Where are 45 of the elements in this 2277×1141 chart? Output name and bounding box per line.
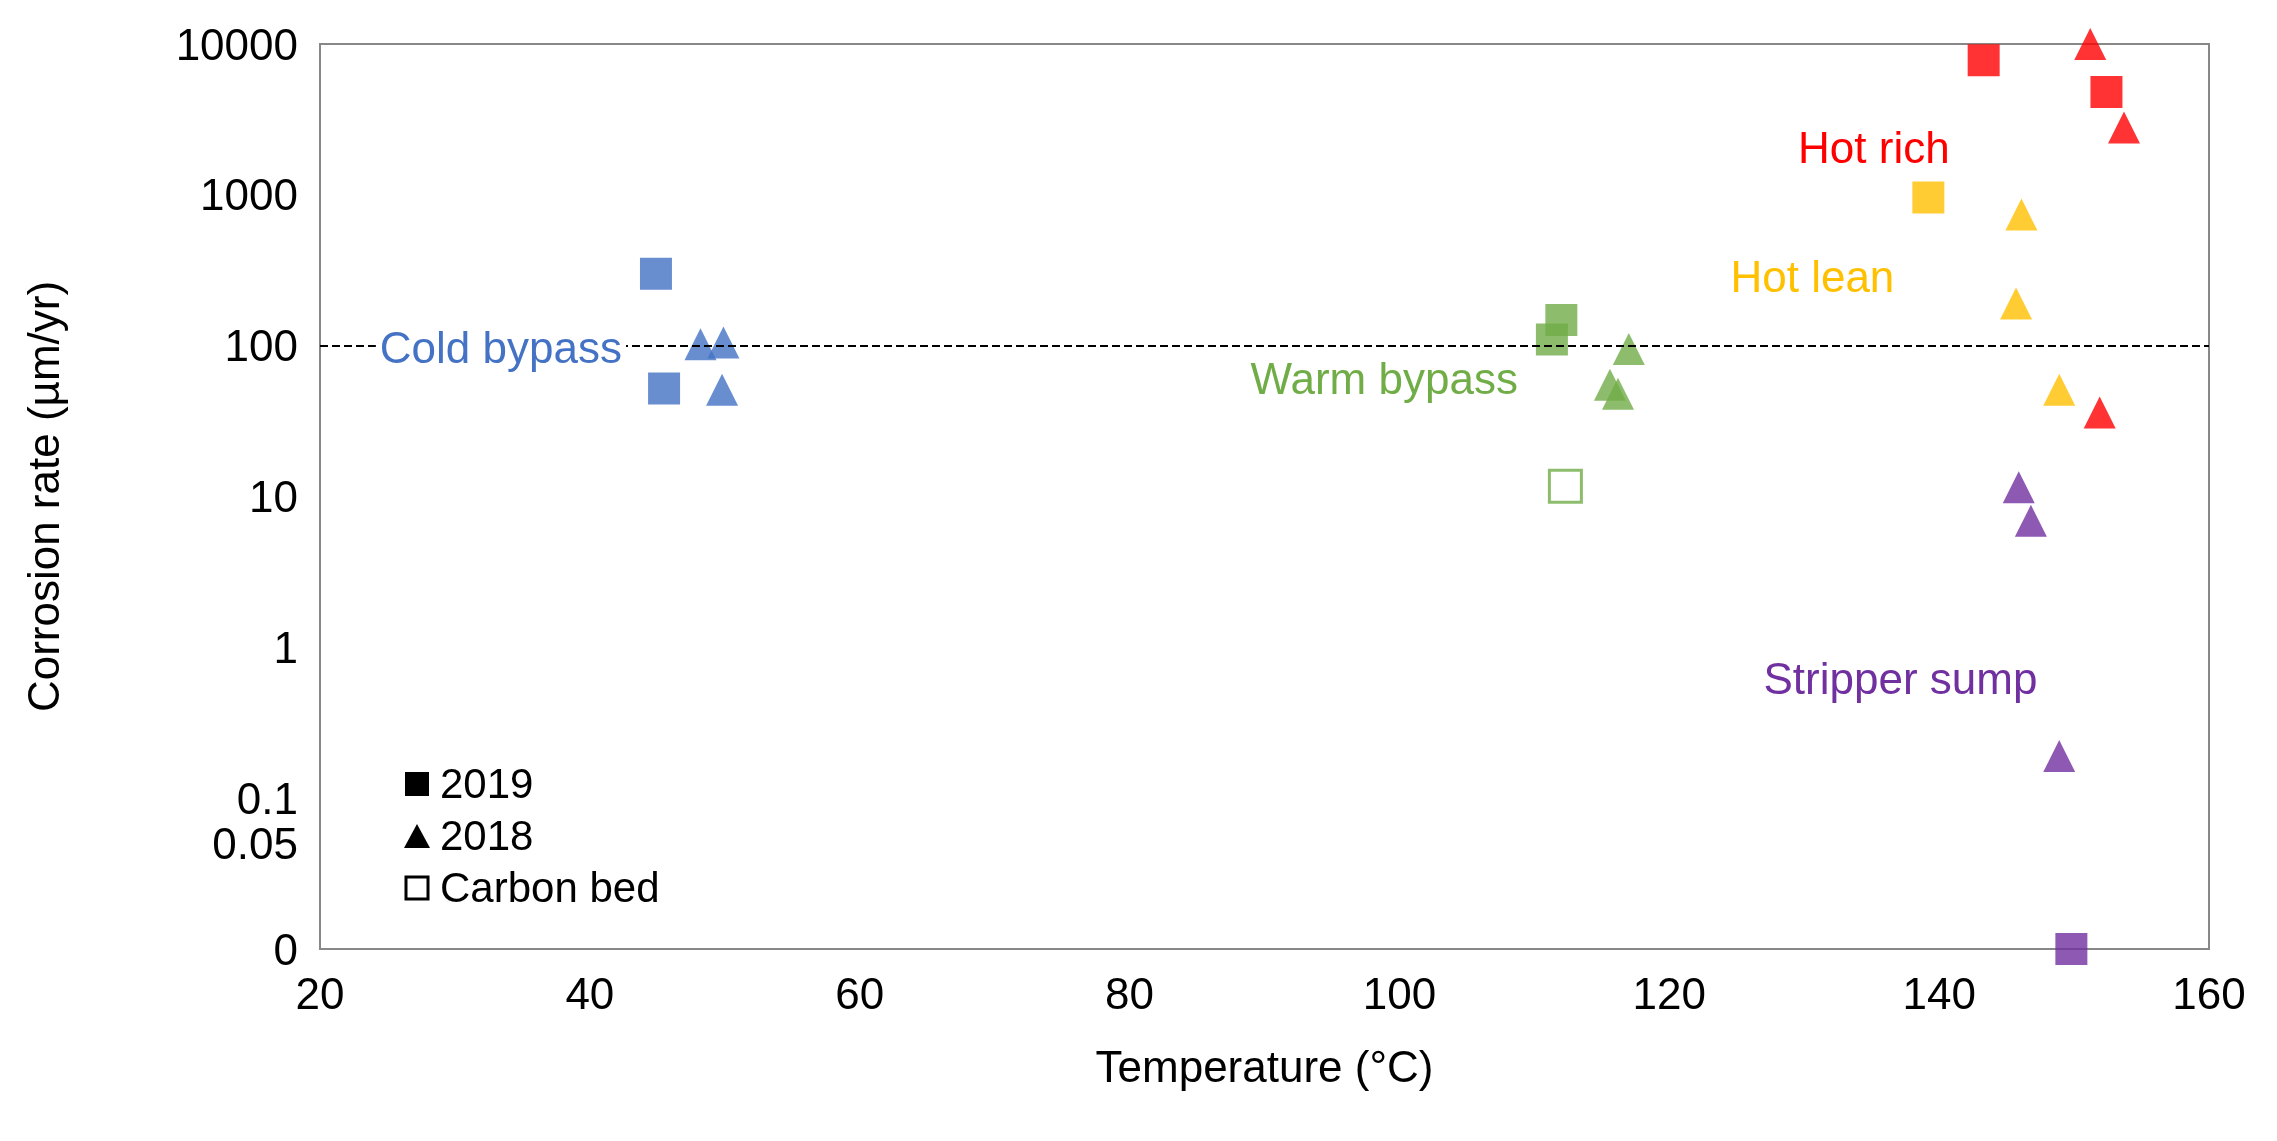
x-tick-label: 140 [1902, 968, 1976, 1018]
x-tick-label: 40 [565, 968, 615, 1018]
y-tick-label: 100 [224, 321, 298, 371]
series-label: Cold bypass [379, 323, 622, 373]
x-tick-label: 80 [1105, 968, 1155, 1018]
point [639, 257, 672, 290]
point [706, 373, 739, 406]
point [2000, 287, 2033, 320]
point [2083, 396, 2116, 429]
point [2055, 933, 2088, 965]
y-tick-label: 0 [273, 924, 298, 974]
point [2005, 198, 2038, 231]
x-tick-label: 60 [835, 968, 885, 1018]
point [2043, 373, 2076, 406]
y-tick-label: 10 [249, 472, 298, 521]
x-tick-label: 120 [1632, 968, 1706, 1018]
y-tick-label: 1000 [200, 170, 298, 220]
point [1602, 377, 1635, 410]
annotation: Carbon bed [440, 864, 660, 912]
point [1967, 44, 2000, 77]
point [2108, 111, 2140, 144]
point [707, 326, 740, 359]
point [1535, 323, 1568, 356]
x-tick-label: 100 [1362, 968, 1437, 1018]
point [2074, 28, 2107, 60]
series-label: Hot rich [1798, 122, 1950, 172]
series-label: Hot lean [1730, 251, 1895, 301]
series-label: Warm bypass [1250, 354, 1518, 404]
x-tick-label: 160 [2172, 968, 2246, 1018]
x-axis-title: Temperature (°C) [1095, 1041, 1434, 1091]
y-axis-title: Corrosion rate (µm/yr) [18, 280, 68, 713]
point [648, 372, 681, 405]
y-tick-label: 10000 [175, 19, 298, 69]
point [2043, 740, 2076, 773]
text: Stripper sump [1763, 653, 2038, 703]
point [1547, 468, 1583, 504]
point [2014, 504, 2047, 537]
point [1612, 333, 1645, 366]
point [2090, 76, 2123, 109]
annotation: 2019 [440, 760, 534, 808]
point [2002, 471, 2035, 504]
x-tick-label: 20 [295, 968, 345, 1018]
y-tick-label: 1 [273, 622, 298, 672]
annotation: 2018 [440, 812, 534, 860]
point [1912, 181, 1945, 214]
